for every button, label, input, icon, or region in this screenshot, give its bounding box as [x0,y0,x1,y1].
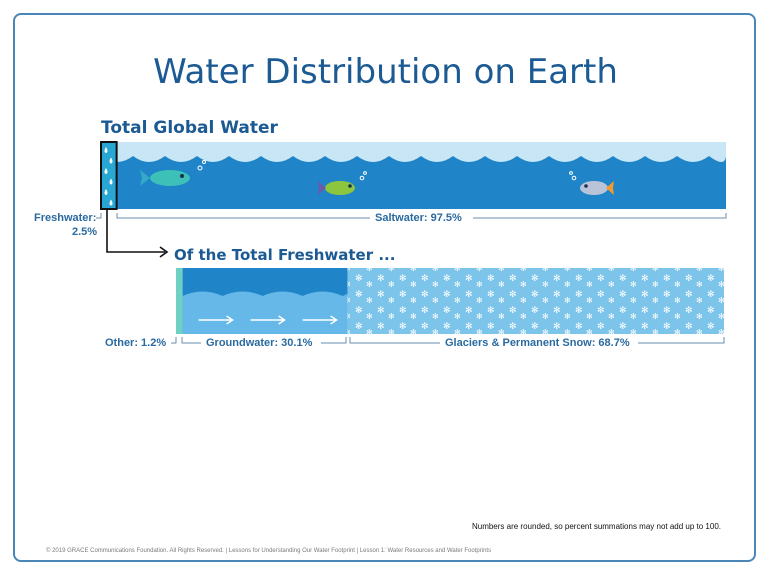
freshwater-breakdown-bar [176,268,724,334]
flow-arrow-icon [198,315,234,325]
rounding-note: Numbers are rounded, so percent summatio… [471,522,721,531]
total-water-bar [100,141,726,210]
flow-arrow-icon [302,315,338,325]
total-water-heading: Total Global Water [101,118,278,138]
groundwater-label: Groundwater: 30.1% [206,337,313,349]
page-title: Water Distribution on Earth [153,52,618,92]
other-label: Other: 1.2% [105,337,167,349]
bracket-lines [96,213,727,344]
glaciers-label: Glaciers & Permanent Snow: 68.7% [445,337,630,349]
droplet-icon [104,189,108,195]
fish-icon [569,171,614,195]
freshwater-label: Freshwater: [34,212,97,224]
slide-frame [13,13,756,562]
freshwater-value: 2.5% [72,226,98,238]
connector-arrow-head [159,246,169,258]
freshwater-rect [100,141,118,210]
flow-arrow-icon [250,315,286,325]
glacier-bar [347,268,724,334]
other-bar [176,268,183,334]
footer-copyright: © 2019 GRACE Communications Foundation. … [46,548,492,554]
wave-crest [101,142,726,162]
saltwater-label: Saltwater: 97.5% [375,212,462,224]
droplet-icon [109,199,113,206]
connector-arrow [106,210,165,253]
fish-icon [140,160,206,186]
droplet-icon [109,178,113,185]
other-rect [176,268,183,334]
droplet-icon [109,157,113,164]
glacier-rect [347,268,724,334]
groundwater-flow [182,291,354,334]
freshwater-bar [100,141,118,210]
droplet-icon [104,147,108,153]
groundwater-bar [182,268,354,334]
saltwater-bar [101,142,726,209]
fish-icon [318,171,367,195]
droplet-icon [104,168,108,174]
freshwater-heading: Of the Total Freshwater ... [174,246,396,264]
